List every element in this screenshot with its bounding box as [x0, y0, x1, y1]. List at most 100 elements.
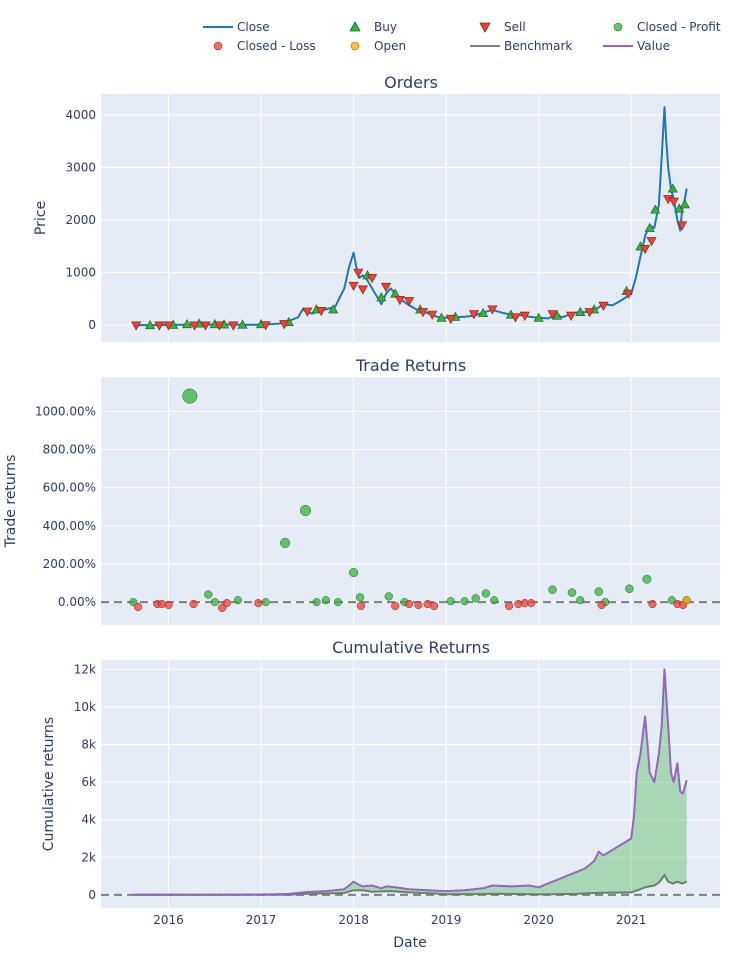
legend-item-benchmark[interactable]: Benchmark [470, 39, 572, 53]
sell-marker[interactable] [131, 321, 142, 331]
profit-trade-marker[interactable] [460, 597, 469, 606]
loss-trade-marker[interactable] [429, 601, 439, 611]
sell-marker[interactable] [676, 221, 688, 231]
legend-item-sell[interactable]: Sell [479, 20, 526, 34]
sell-marker[interactable] [353, 268, 364, 278]
legend-item-close[interactable]: Close [203, 20, 270, 34]
profit-trade-marker[interactable] [490, 596, 499, 605]
sell-marker[interactable] [510, 313, 521, 323]
profit-trade-marker[interactable] [642, 574, 652, 584]
legend-item-closed-profit[interactable]: Closed - Profit [613, 20, 721, 34]
sell-marker[interactable] [357, 285, 368, 295]
sell-marker[interactable] [380, 282, 392, 293]
profit-trade-marker[interactable] [481, 589, 491, 598]
loss-trade-marker[interactable] [504, 601, 514, 611]
profit-trade-marker[interactable] [299, 504, 312, 517]
sell-marker[interactable] [348, 281, 359, 292]
sell-marker[interactable] [163, 321, 174, 331]
sell-marker[interactable] [367, 273, 378, 284]
sell-marker[interactable] [154, 321, 165, 331]
sell-marker[interactable] [565, 311, 577, 321]
buy-marker[interactable] [328, 304, 339, 314]
buy-marker[interactable] [390, 288, 401, 298]
legend-item-open[interactable]: Open [350, 39, 406, 53]
profit-trade-marker[interactable] [233, 596, 242, 605]
profit-trade-marker[interactable] [594, 587, 604, 596]
loss-trade-marker[interactable] [356, 601, 366, 611]
sell-marker[interactable] [394, 296, 405, 306]
buy-marker[interactable] [644, 222, 655, 232]
y-tick-label: 400.00% [43, 519, 96, 533]
loss-trade-marker[interactable] [133, 602, 143, 612]
profit-trade-marker[interactable] [312, 598, 321, 607]
loss-trade-marker[interactable] [391, 601, 400, 611]
plot-area [101, 377, 720, 625]
loss-trade-marker[interactable] [648, 599, 657, 609]
profit-trade-marker[interactable] [471, 594, 480, 603]
loss-trade-marker[interactable] [222, 599, 231, 608]
sell-marker[interactable] [519, 311, 530, 321]
profit-trade-marker[interactable] [667, 596, 676, 605]
sell-marker[interactable] [547, 310, 558, 320]
loss-trade-marker[interactable] [527, 599, 536, 608]
sell-marker[interactable] [623, 289, 634, 299]
sell-marker[interactable] [302, 307, 313, 317]
sell-marker[interactable] [598, 301, 609, 311]
sell-marker[interactable] [584, 308, 595, 318]
sell-marker[interactable] [668, 197, 679, 207]
profit-trade-marker[interactable] [384, 592, 393, 601]
profit-trade-marker[interactable] [446, 597, 455, 606]
sell-marker[interactable] [214, 321, 225, 331]
sell-marker[interactable] [260, 321, 271, 331]
profit-trade-marker[interactable] [355, 593, 365, 602]
buy-marker[interactable] [376, 292, 387, 302]
loss-trade-marker[interactable] [405, 599, 414, 609]
profit-trade-marker[interactable] [280, 537, 291, 549]
profit-trade-marker[interactable] [210, 598, 219, 607]
open-trade-marker[interactable] [682, 596, 691, 605]
sell-marker[interactable] [316, 307, 327, 317]
sell-marker[interactable] [404, 297, 415, 307]
loss-trade-marker[interactable] [597, 600, 606, 610]
profit-trade-marker[interactable] [576, 596, 585, 605]
buy-marker[interactable] [237, 319, 248, 329]
sell-marker[interactable] [189, 321, 200, 331]
profit-trade-marker[interactable] [625, 584, 634, 594]
trade-returns-panel: 0.00% 200.00% 400.00% 600.00% 800.00% 1000.00… [3, 377, 720, 625]
buy-marker[interactable] [650, 204, 661, 214]
sell-marker[interactable] [228, 321, 239, 331]
sell-marker[interactable] [200, 321, 211, 331]
buy-marker[interactable] [436, 312, 447, 322]
loss-trade-marker[interactable] [164, 600, 173, 610]
profit-trade-marker[interactable] [548, 585, 557, 594]
buy-marker[interactable] [667, 183, 678, 193]
loss-trade-marker[interactable] [254, 599, 263, 608]
legend-item-buy[interactable]: Buy [349, 20, 397, 34]
profit-trade-marker[interactable] [321, 596, 330, 605]
legend-item-closed-loss[interactable]: Closed - Loss [213, 39, 316, 53]
buy-marker[interactable] [181, 318, 193, 329]
sell-marker[interactable] [487, 305, 498, 315]
profit-trade-marker[interactable] [333, 598, 342, 607]
loss-trade-marker[interactable] [414, 600, 423, 610]
buy-marker[interactable] [679, 199, 690, 209]
sell-marker[interactable] [639, 245, 651, 255]
sell-marker[interactable] [279, 320, 290, 330]
profit-trade-marker[interactable] [182, 388, 198, 404]
profit-trade-marker[interactable] [349, 567, 359, 578]
profit-trade-marker[interactable] [261, 598, 270, 607]
profit-trade-marker[interactable] [567, 588, 577, 597]
sell-marker[interactable] [646, 237, 657, 247]
loss-trade-marker[interactable] [189, 599, 198, 609]
buy-marker[interactable] [575, 306, 586, 317]
sell-marker[interactable] [468, 310, 479, 320]
legend-item-value[interactable]: Value [603, 39, 670, 53]
sell-marker[interactable] [427, 310, 438, 320]
buy-marker[interactable] [478, 307, 489, 318]
sell-marker[interactable] [417, 308, 429, 318]
buy-marker[interactable] [533, 312, 544, 322]
profit-trade-marker[interactable] [204, 590, 213, 599]
sell-marker[interactable] [445, 314, 456, 325]
buy-marker[interactable] [144, 319, 156, 330]
buy-marker[interactable] [552, 310, 563, 320]
